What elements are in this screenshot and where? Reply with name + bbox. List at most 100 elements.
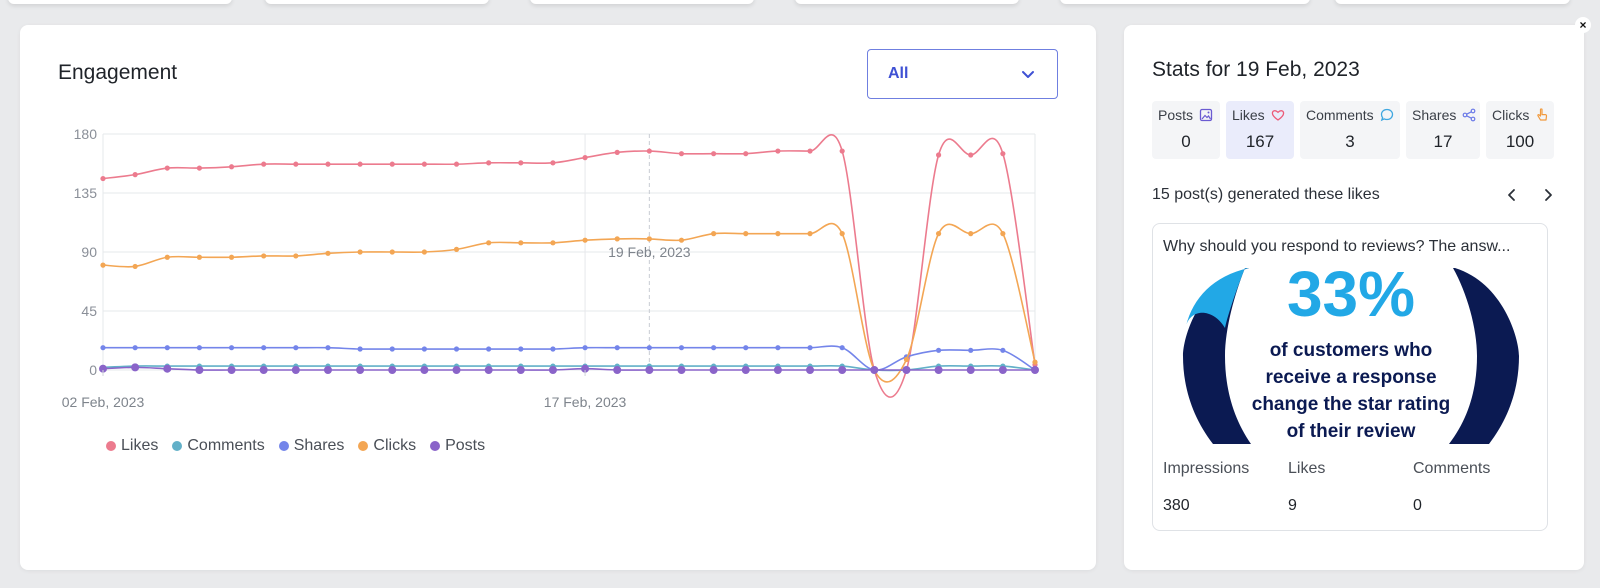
metric-tile-posts[interactable]: Posts 0 [1152,101,1220,159]
y-tick-label: 180 [74,126,98,142]
data-point-posts [516,366,525,374]
data-point-posts [741,366,750,374]
legend-swatch [106,441,116,451]
data-point-shares [486,346,492,352]
data-point-posts [388,366,397,374]
data-point-likes [518,160,524,166]
data-point-shares [196,345,203,351]
post-stat-label: Comments [1413,460,1491,477]
engagement-card: Engagement All 0 45 90 135 180 19 Feb, 2023 … [20,25,1096,570]
data-point-likes [228,164,235,170]
data-point-posts [934,366,943,374]
legend-item-posts[interactable]: Posts [430,437,485,455]
data-point-clicks [646,236,652,242]
data-point-clicks [196,254,203,260]
data-point-likes [968,152,974,158]
legend-label: Shares [293,437,345,454]
data-point-likes [293,161,299,167]
x-tick-label: 02 Feb, 2023 [62,394,145,410]
top-card-strip [795,0,1019,4]
data-point-posts [323,366,332,374]
data-point-shares [935,347,942,353]
data-point-clicks [357,249,363,255]
data-point-clicks [100,262,106,268]
pointer-hand-icon [1535,108,1549,122]
legend-swatch [430,441,441,451]
post-image-line: change the star rating [1252,394,1451,415]
generated-likes-text: 15 post(s) generated these likes [1152,186,1380,203]
metric-tile-likes[interactable]: Likes 167 [1226,101,1294,159]
legend-label: Comments [187,437,265,454]
chevron-right-icon[interactable] [1540,187,1556,203]
data-point-posts [966,366,975,374]
y-tick-label: 45 [81,303,97,319]
data-point-shares [1000,347,1006,353]
data-point-posts [677,366,686,374]
data-point-likes [325,161,331,167]
data-point-shares [678,345,685,351]
close-button[interactable]: × [1575,17,1591,33]
engagement-filter-select[interactable]: All [867,49,1058,99]
data-point-posts [902,366,911,374]
metric-label: Posts [1158,107,1194,123]
data-point-likes [550,160,556,166]
data-point-clicks [389,249,395,255]
data-point-posts [227,366,236,374]
data-point-posts [838,366,847,374]
legend-item-comments[interactable]: Comments [172,437,265,455]
data-point-shares [357,346,363,352]
data-point-likes [453,161,460,167]
data-point-posts [99,364,107,373]
engagement-title: Engagement [58,61,178,84]
data-point-shares [711,345,717,351]
x-tick-label: 17 Feb, 2023 [544,394,627,410]
data-point-clicks [132,263,138,270]
data-point-clicks [839,231,845,237]
stats-card: Stats for 19 Feb, 2023 Posts 0 Likes 167… [1124,25,1584,570]
metric-tile-shares[interactable]: Shares 17 [1406,101,1480,159]
y-tick-label: 90 [81,244,97,260]
data-point-likes [421,161,427,167]
data-point-posts [291,366,300,374]
data-point-likes [1000,151,1006,157]
data-point-clicks [1000,231,1006,237]
data-point-shares [228,345,235,351]
metric-tile-comments[interactable]: Comments 3 [1300,101,1400,159]
legend-item-shares[interactable]: Shares [278,437,345,455]
data-point-shares [807,345,813,351]
post-image: 33% of customers who receive a response … [1153,268,1547,444]
post-card[interactable]: Why should you respond to reviews? The a… [1152,223,1548,531]
metric-label: Comments [1306,107,1374,123]
top-card-strip [530,0,754,4]
data-point-shares [582,345,588,351]
data-point-shares [164,345,170,351]
data-point-clicks [775,231,781,237]
data-point-clicks [678,237,685,243]
legend-item-clicks[interactable]: Clicks [358,437,416,455]
data-point-likes [582,155,588,161]
data-point-shares [293,345,299,351]
top-card-strip [265,0,489,4]
legend-item-likes[interactable]: Likes [106,437,158,455]
legend-label: Likes [121,437,159,454]
data-point-clicks [261,253,267,259]
data-point-shares [389,346,395,352]
data-point-shares [100,345,106,351]
chevron-left-icon[interactable] [1504,187,1520,203]
image-icon [1199,108,1213,122]
legend-swatch [278,441,289,451]
heart-icon [1271,108,1285,122]
data-point-clicks [935,231,942,237]
metric-value: 3 [1345,132,1355,151]
metric-tile-clicks[interactable]: Clicks 100 [1486,101,1554,159]
chart-y-ticks: 0 45 90 135 180 [74,126,98,378]
data-point-clicks [486,240,492,246]
chart-legend: Likes Comments Shares Clicks Posts [106,437,485,455]
post-stat-label: Impressions [1163,460,1250,477]
engagement-chart[interactable]: 0 45 90 135 180 19 Feb, 2023 02 Feb, 2023 17 … [20,25,1096,425]
data-point-clicks [743,231,749,237]
metric-value: 0 [1181,132,1191,151]
post-image-line: of customers who [1270,340,1433,361]
data-point-likes [839,148,845,154]
metric-value: 167 [1245,132,1275,151]
